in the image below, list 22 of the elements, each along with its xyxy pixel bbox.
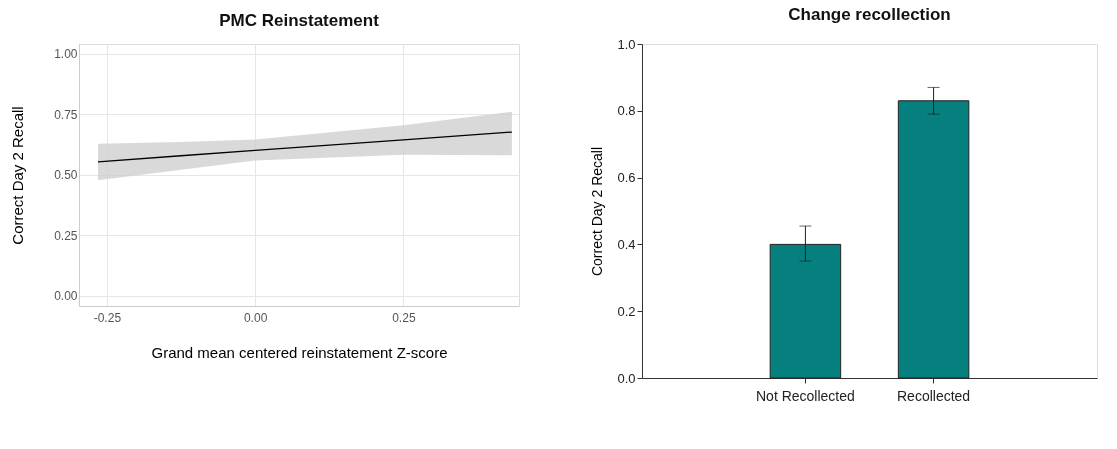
y-axis-title: Correct Day 2 Recall (589, 146, 606, 277)
y-tick-label: 0.8 (617, 103, 636, 119)
y-tick-label: 0.0 (617, 370, 636, 386)
y-tick-label: 0.25 (54, 228, 78, 243)
x-tick-label: Recollected (897, 387, 971, 404)
y-axis-title: Correct Day 2 Recall (9, 106, 27, 245)
x-tick-label: 0.25 (392, 310, 416, 325)
y-tick-label: 0.00 (54, 289, 78, 304)
chart-title: PMC Reinstatement (219, 11, 380, 30)
y-tick-label: 0.4 (617, 236, 636, 252)
x-tick-label: -0.25 (93, 310, 122, 325)
x-axis-title: Grand mean centered reinstatement Z-score (151, 343, 448, 361)
y-tick-label: 0.2 (617, 303, 636, 319)
x-tick-label: 0.00 (243, 310, 268, 325)
y-tick-label: 1.00 (54, 47, 78, 62)
line-series (97, 131, 513, 163)
y-tick-label: 0.6 (617, 170, 636, 186)
y-tick-label: 0.75 (54, 107, 78, 122)
chart-title: Change recollection (788, 5, 951, 24)
y-tick-label: 1.0 (617, 36, 636, 52)
y-tick-label: 0.50 (54, 168, 78, 183)
x-tick-label: Not Recollected (756, 387, 855, 404)
